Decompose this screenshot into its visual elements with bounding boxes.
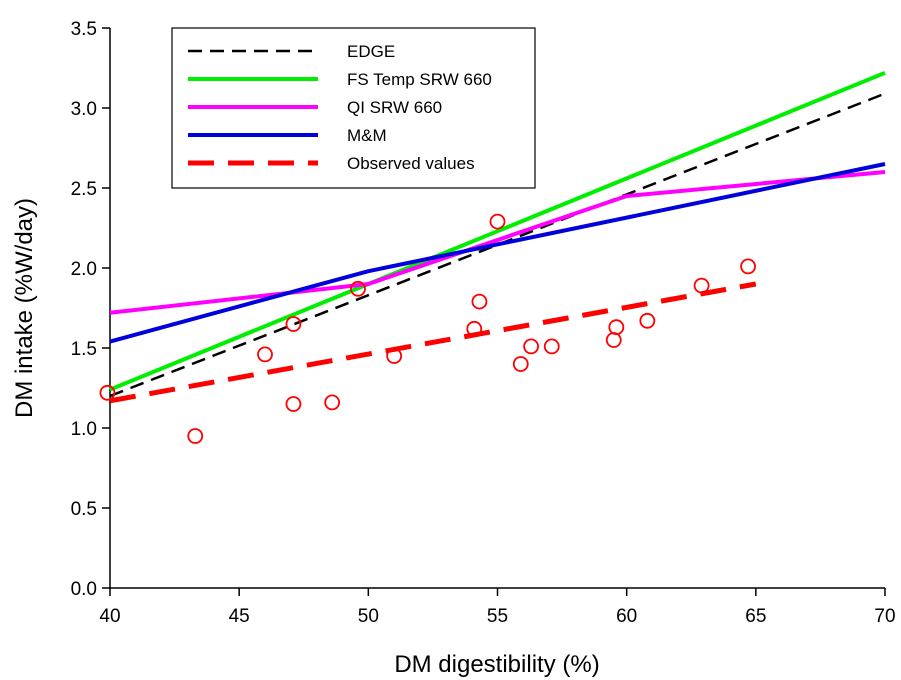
observed-point: [285, 316, 302, 332]
legend-label: QI SRW 660: [347, 98, 442, 117]
observed-point: [257, 346, 273, 363]
observed-point: [523, 338, 539, 355]
observed-point: [350, 280, 366, 297]
x-tick-label: 40: [99, 606, 120, 627]
series-line-qi-srw-660: [109, 170, 886, 315]
x-tick-label: 70: [874, 606, 895, 627]
legend-item-edge: EDGE: [188, 42, 395, 61]
observed-point: [608, 319, 625, 336]
series-line-observed-values: [109, 281, 757, 404]
series-line-m-m: [109, 162, 886, 344]
y-tick-label: 2.0: [71, 259, 97, 280]
observed-point: [693, 277, 710, 294]
observed-points: [99, 213, 756, 444]
x-tick-label: 55: [487, 606, 508, 627]
legend-item-observed-values: Observed values: [188, 154, 475, 173]
series-line-fs-temp-srw-660: [109, 70, 886, 392]
observed-point: [605, 332, 622, 348]
observed-point: [99, 384, 116, 401]
observed-point: [324, 394, 341, 411]
y-tick-label: 0.5: [71, 499, 97, 520]
y-tick-label: 3.0: [71, 99, 97, 120]
legend-item-fs-temp-srw-660: FS Temp SRW 660: [188, 70, 492, 89]
observed-point: [466, 320, 483, 337]
y-ticks: 0.0 0.5 1.0 1.5 2.0 2.5 3.0 3.5: [71, 19, 110, 600]
x-tick-label: 45: [229, 606, 250, 627]
x-tick-label: 60: [616, 606, 637, 627]
observed-point: [740, 258, 756, 275]
y-tick-label: 0.0: [71, 579, 97, 600]
legend-item-m-m: M&M: [188, 126, 387, 145]
legend-label: Observed values: [347, 154, 475, 173]
observed-point: [639, 312, 656, 329]
legend-label: EDGE: [347, 42, 395, 61]
y-tick-label: 3.5: [71, 19, 97, 40]
observed-point: [471, 293, 488, 310]
plot-area: 40 45 50 55 60 65 70 0.0 0.5 1.0 1.5 2.0 2.5 3.0 3.5: [71, 19, 896, 627]
observed-point: [543, 338, 560, 355]
legend: EDGE FS Temp SRW 660 QI SRW 660 M&M Observed…: [171, 27, 536, 189]
observed-point: [386, 348, 403, 364]
observed-point: [512, 356, 529, 372]
observed-point: [285, 396, 302, 412]
y-axis-title: DM intake (%W/day): [11, 198, 38, 418]
legend-label: M&M: [347, 126, 387, 145]
x-axis-title: DM digestibility (%): [394, 651, 599, 678]
x-tick-label: 65: [745, 606, 766, 627]
legend-label: FS Temp SRW 660: [347, 70, 492, 89]
y-tick-label: 1.5: [71, 339, 97, 360]
y-tick-label: 1.0: [71, 419, 97, 440]
series-layer: [109, 70, 886, 404]
legend-item-qi-srw-660: QI SRW 660: [188, 98, 442, 117]
series-line-edge: [109, 92, 886, 398]
x-tick-label: 50: [358, 606, 379, 627]
y-tick-label: 2.5: [71, 179, 97, 200]
x-ticks: 40 45 50 55 60 65 70: [99, 588, 896, 627]
observed-point: [489, 213, 506, 230]
observed-point: [187, 428, 204, 444]
